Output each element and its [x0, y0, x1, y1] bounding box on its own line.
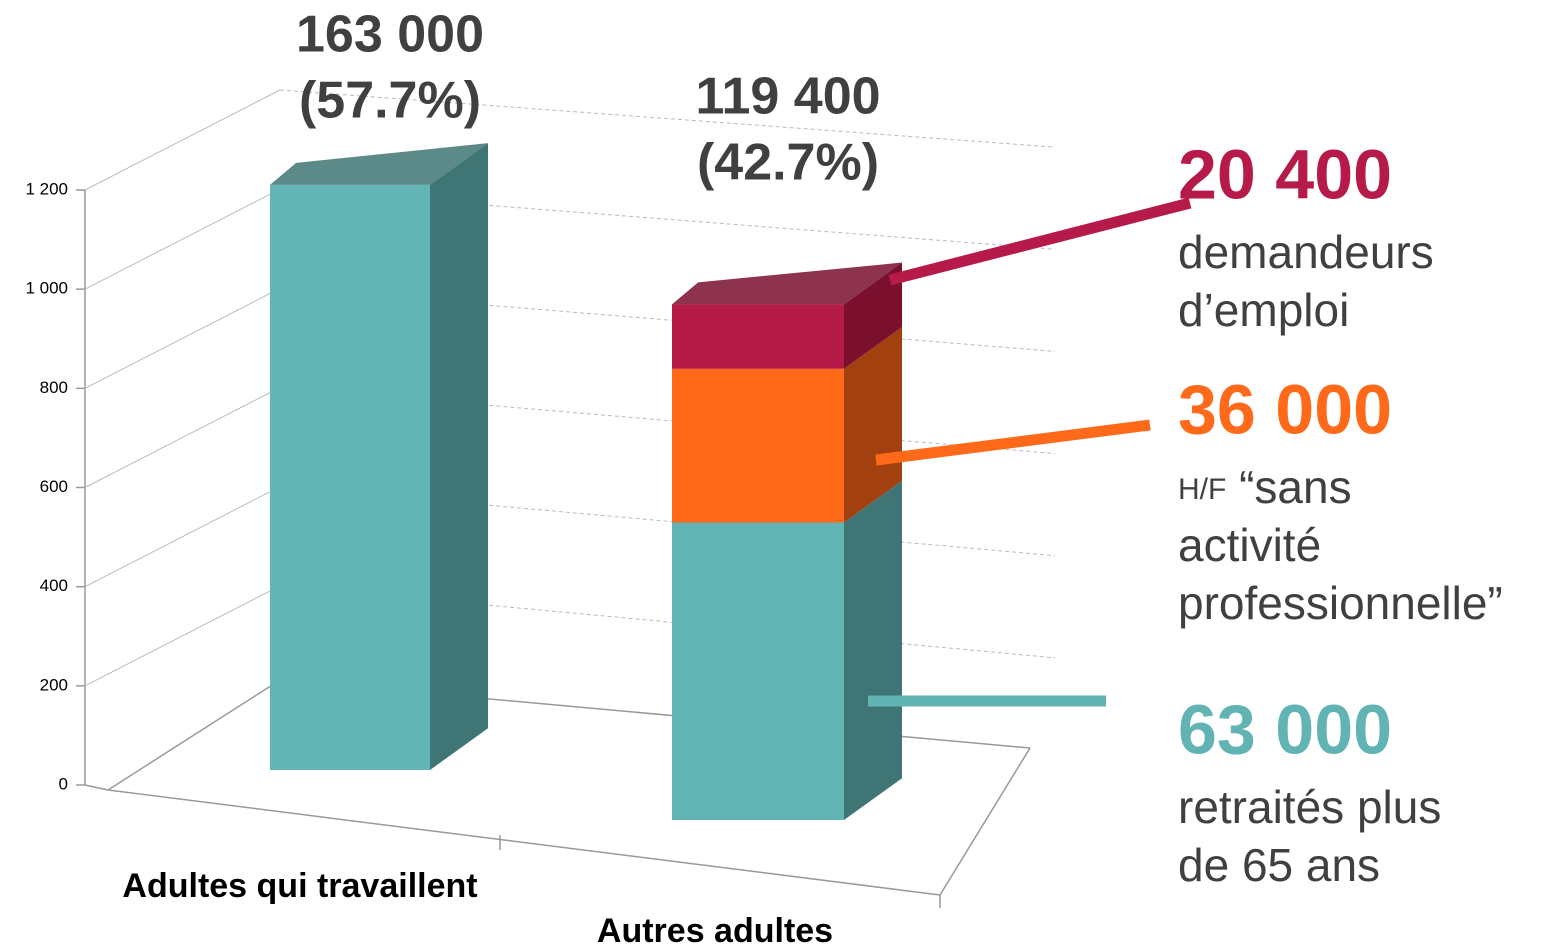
- callout-line: “sans: [1239, 461, 1351, 513]
- callout-line: demandeurs: [1178, 226, 1434, 278]
- grid-line: [279, 89, 1056, 148]
- y-tick-label: 1 200: [25, 179, 68, 198]
- callout-text: activité: [1178, 519, 1321, 571]
- callout-text: demandeurs: [1178, 226, 1434, 278]
- y-tick-label: 400: [40, 576, 68, 595]
- x-tick-label: Adultes qui travaillent: [122, 867, 477, 905]
- leader-line: [875, 419, 1151, 466]
- x-tick-label: Autres adultes: [597, 912, 833, 950]
- callout-text: de 65 ans: [1178, 839, 1380, 891]
- bar-label: (42.7%): [697, 134, 879, 192]
- callout-line: professionnelle”: [1178, 577, 1503, 629]
- bar-side: [844, 326, 902, 523]
- leader-line: [888, 197, 1192, 286]
- callout-text: d’emploi: [1178, 284, 1349, 336]
- callout-line: retraités plus: [1178, 781, 1441, 833]
- callout-number: 63 000: [1178, 690, 1392, 768]
- bar: [270, 184, 430, 770]
- grid-line: [84, 486, 281, 588]
- callout-line: de 65 ans: [1178, 839, 1380, 891]
- bar: [672, 368, 844, 523]
- x-axis: [107, 789, 941, 896]
- bar: [672, 304, 844, 369]
- y-tick-label: 800: [40, 378, 68, 397]
- y-tick-label: 1 000: [25, 279, 68, 298]
- y-tick-label: 600: [40, 477, 68, 496]
- grid-line: [84, 287, 281, 389]
- grid-line: [84, 188, 281, 290]
- floor-right: [939, 747, 1031, 896]
- callout-text: retraités plus: [1178, 781, 1441, 833]
- grid-line: [84, 585, 281, 687]
- bar-top: [672, 262, 902, 305]
- callout-prefix: H/F: [1178, 473, 1226, 506]
- bar-label: 119 400: [695, 68, 880, 126]
- callout-text: professionnelle”: [1178, 577, 1503, 629]
- bar: [672, 522, 844, 820]
- grid-line: [84, 89, 281, 191]
- callout-line: d’emploi: [1178, 284, 1349, 336]
- callout-text: H/F “sans: [1178, 461, 1352, 513]
- y-tick-label: 0: [59, 774, 68, 793]
- bar-label: (57.7%): [299, 72, 481, 130]
- callout-line: activité: [1178, 519, 1321, 571]
- bar-side: [430, 143, 488, 770]
- bar-side: [844, 480, 902, 820]
- callout-number: 36 000: [1178, 370, 1392, 448]
- callout-number: 20 400: [1178, 135, 1392, 213]
- axis-corner: [84, 784, 109, 791]
- bar-side: [844, 262, 902, 369]
- floor-left: [107, 679, 281, 791]
- y-tick-label: 200: [40, 675, 68, 694]
- bar-top: [270, 143, 488, 185]
- bar-label: 163 000: [296, 6, 484, 64]
- grid-line: [84, 387, 281, 488]
